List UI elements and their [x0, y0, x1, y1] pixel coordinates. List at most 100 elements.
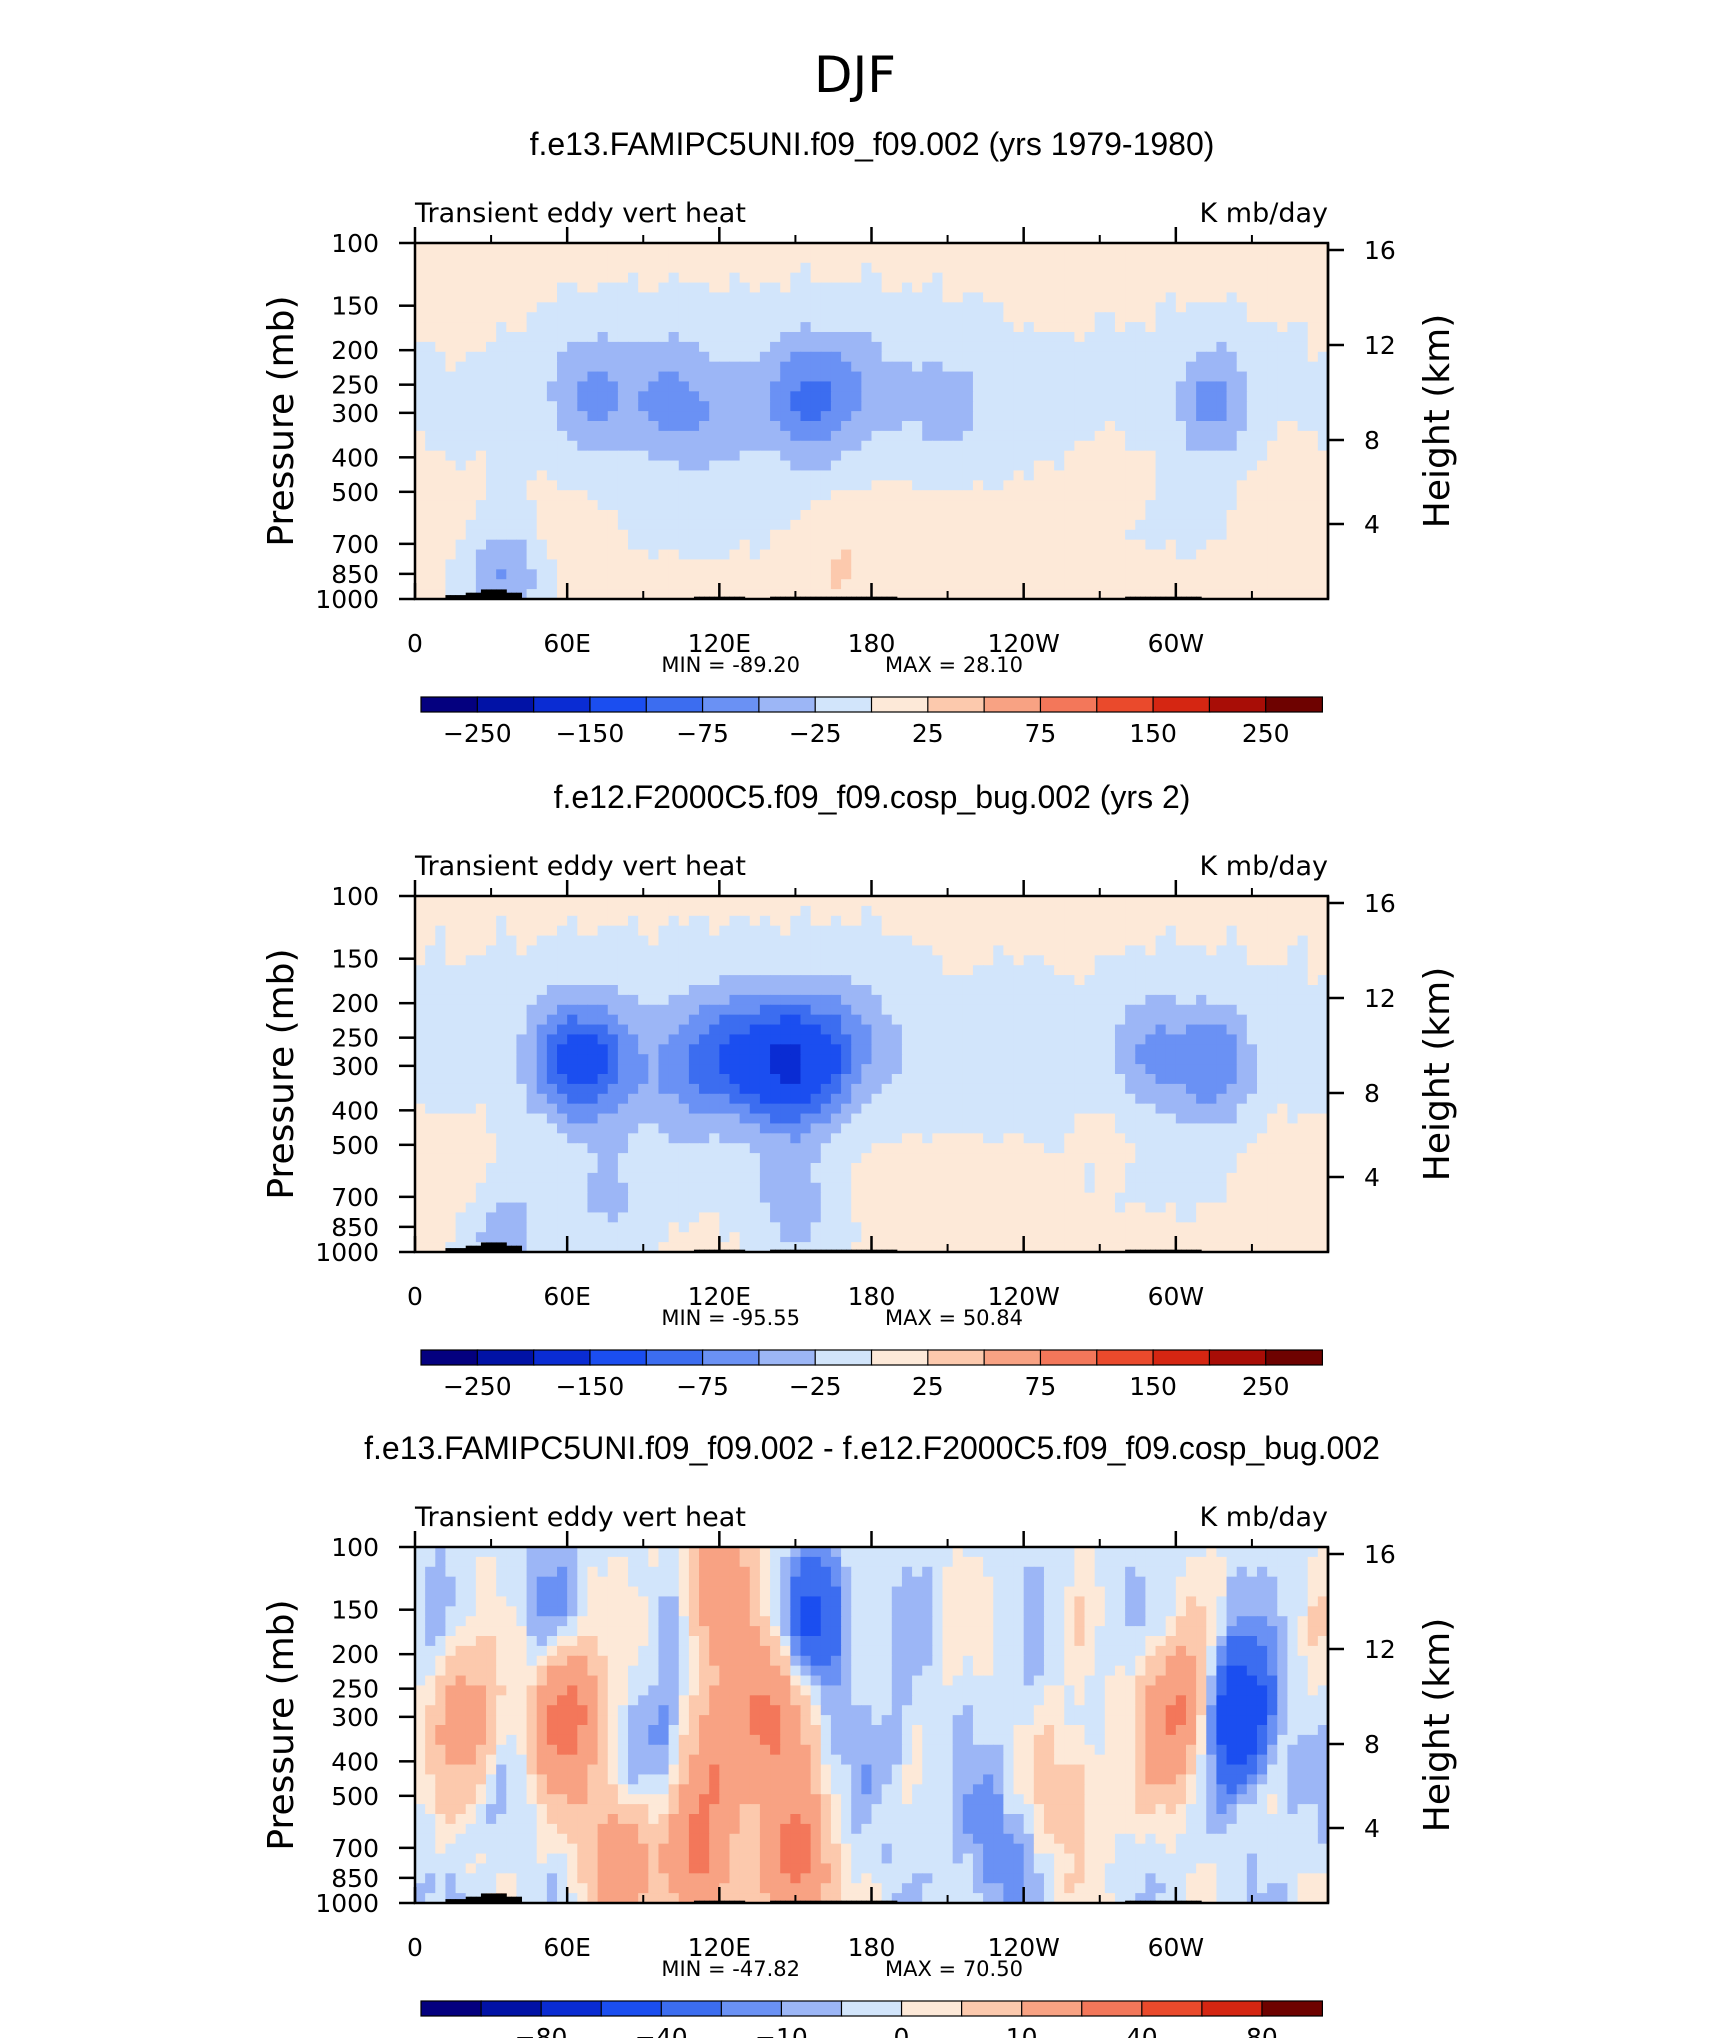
heatmap-cell — [1206, 292, 1218, 303]
heatmap-cell — [1013, 1034, 1025, 1045]
heatmap-cell — [546, 1034, 558, 1045]
heatmap-cell — [790, 994, 802, 1006]
heatmap-cell — [628, 440, 639, 452]
heatmap-cell — [841, 905, 852, 917]
heatmap-cell — [465, 312, 477, 323]
heatmap-cell — [1084, 1034, 1096, 1045]
heatmap-cell — [597, 994, 609, 1006]
heatmap-cell — [678, 361, 690, 373]
heatmap-cell — [749, 1024, 761, 1036]
heatmap-cell — [1094, 312, 1106, 323]
heatmap-cell — [699, 391, 710, 402]
heatmap-cell — [790, 1004, 802, 1016]
heatmap-cell — [770, 440, 781, 452]
heatmap-cell — [678, 519, 690, 531]
heatmap-cell — [1094, 955, 1106, 966]
heatmap-cell — [1216, 1054, 1228, 1065]
heatmap-cell — [830, 975, 842, 986]
heatmap-cell — [912, 915, 923, 927]
heatmap-cell — [861, 460, 873, 472]
heatmap-cell — [628, 915, 639, 927]
heatmap-cell — [486, 1064, 497, 1075]
heatmap-cell — [628, 1044, 639, 1055]
heatmap-cell — [1013, 1014, 1025, 1026]
heatmap-cell — [526, 519, 538, 531]
heatmap-cell — [881, 945, 893, 956]
heatmap-cell — [658, 272, 670, 284]
heatmap-cell — [425, 391, 436, 402]
heatmap-cell — [739, 381, 751, 392]
heatmap-cell — [617, 292, 629, 303]
heatmap-cell — [901, 569, 913, 580]
heatmap-cell — [1246, 421, 1258, 432]
heatmap-cell — [810, 381, 822, 392]
heatmap-cell — [526, 905, 538, 917]
heatmap-cell — [1145, 965, 1157, 976]
heatmap-cell — [1104, 430, 1116, 442]
heatmap-cell — [536, 510, 548, 521]
heatmap-cell — [962, 262, 974, 274]
heatmap-cell — [587, 915, 599, 927]
heatmap-cell — [729, 1064, 741, 1075]
heatmap-cell — [1216, 1004, 1228, 1016]
heatmap-cell — [1216, 569, 1228, 580]
heatmap-cell — [993, 589, 1004, 600]
heatmap-cell — [425, 1014, 436, 1026]
heatmap-cell — [932, 322, 944, 333]
heatmap-cell — [1074, 322, 1086, 333]
heatmap-cell — [861, 1064, 873, 1075]
heatmap-cell — [962, 579, 974, 590]
heatmap-cell — [912, 421, 923, 432]
heatmap-cell — [881, 1004, 893, 1016]
heatmap-cell — [1033, 569, 1045, 580]
heatmap-cell — [1165, 411, 1177, 422]
heatmap-cell — [486, 1034, 497, 1045]
heatmap-cell — [607, 905, 619, 917]
heatmap-cell — [658, 985, 670, 996]
heatmap-cell — [1104, 302, 1116, 313]
heatmap-cell — [435, 332, 447, 343]
heatmap-cell — [496, 1044, 507, 1055]
heatmap-cell — [1043, 460, 1055, 472]
heatmap-cell — [1084, 440, 1096, 452]
heatmap-cell — [962, 480, 974, 491]
heatmap-cell — [1175, 569, 1187, 580]
heatmap-cell — [546, 381, 558, 392]
heatmap-cell — [577, 1034, 589, 1045]
heatmap-cell — [1155, 519, 1167, 531]
heatmap-cell — [1003, 272, 1015, 284]
heatmap-cell — [810, 529, 822, 541]
heatmap-cell — [435, 935, 447, 947]
heatmap-cell — [972, 1004, 984, 1016]
heatmap-cell — [739, 965, 751, 976]
heatmap-cell — [638, 1054, 649, 1065]
heatmap-cell — [1125, 510, 1136, 521]
heatmap-cell — [1267, 351, 1278, 363]
heatmap-cell — [983, 975, 994, 986]
heatmap-cell — [557, 925, 568, 937]
heatmap-cell — [709, 1004, 720, 1016]
heatmap-cell — [1287, 935, 1299, 947]
heatmap-cell — [567, 371, 578, 383]
heatmap-cell — [972, 322, 984, 333]
heatmap-cell — [739, 470, 751, 481]
heatmap-cell — [1135, 965, 1146, 976]
heatmap-cell — [841, 312, 852, 323]
heatmap-cell — [1003, 994, 1015, 1006]
heatmap-cell — [841, 539, 852, 551]
heatmap-cell — [942, 985, 954, 996]
heatmap-cell — [1145, 915, 1157, 927]
heatmap-cell — [1135, 500, 1146, 511]
heatmap-cell — [932, 470, 944, 481]
heatmap-cell — [861, 421, 873, 432]
heatmap-cell — [841, 965, 852, 976]
heatmap-cell — [1054, 322, 1065, 333]
heatmap-cell — [851, 391, 862, 402]
heatmap-cell — [617, 490, 629, 501]
heatmap-cell — [1013, 896, 1025, 907]
heatmap-cell — [770, 935, 781, 947]
heatmap-cell — [1175, 1034, 1187, 1045]
heatmap-cell — [841, 896, 852, 907]
heatmap-cell — [952, 322, 964, 333]
heatmap-cell — [445, 391, 457, 402]
